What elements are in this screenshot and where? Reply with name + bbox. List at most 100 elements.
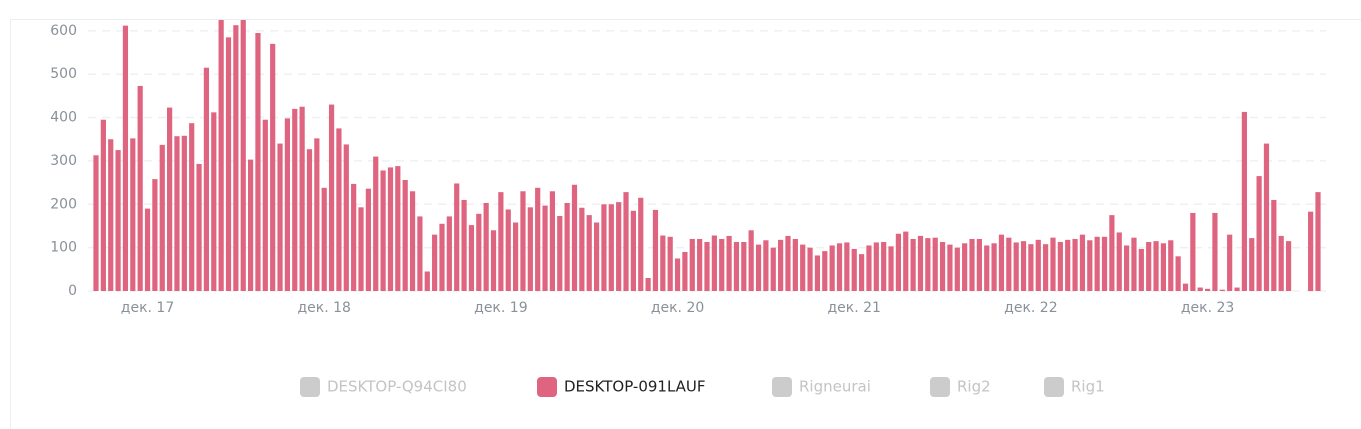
bar: [108, 139, 114, 291]
bar: [1190, 212, 1196, 291]
bar: [954, 247, 960, 291]
bar: [1160, 243, 1167, 291]
legend: DESKTOP-Q94CI80 DESKTOP-091LAUF Rigneurai R…: [300, 377, 1105, 397]
bar: [181, 135, 187, 291]
bar: [844, 242, 850, 291]
bar: [1020, 241, 1027, 291]
bar: [667, 236, 673, 291]
bar: [557, 215, 563, 291]
bar: [917, 235, 924, 291]
legend-swatch[interactable]: [537, 377, 557, 397]
bar: [1094, 236, 1100, 291]
legend-label[interactable]: Rig2: [957, 378, 991, 396]
bar: [778, 239, 784, 291]
bar: [947, 244, 953, 291]
bar: [866, 245, 872, 291]
bar: [284, 118, 290, 291]
bar: [351, 183, 357, 291]
legend-swatch[interactable]: [772, 377, 792, 397]
bar: [1116, 232, 1122, 291]
bar: [328, 104, 335, 291]
bar: [903, 231, 909, 291]
bar: [733, 242, 740, 291]
bar: [417, 216, 423, 291]
bar: [682, 251, 688, 291]
y-tick-label: 600: [50, 23, 77, 39]
bar: [1146, 242, 1152, 291]
bar: [969, 238, 975, 291]
bar: [218, 20, 224, 291]
bar: [1028, 244, 1034, 291]
bar: [424, 271, 430, 291]
bar: [225, 37, 232, 292]
bar: [262, 119, 268, 291]
legend-label[interactable]: Rigneurai: [799, 378, 871, 396]
bar: [1308, 211, 1314, 291]
bar: [1101, 236, 1108, 291]
legend-label[interactable]: Rig1: [1071, 378, 1105, 396]
bar: [829, 245, 835, 291]
legend-label[interactable]: DESKTOP-Q94CI80: [327, 378, 467, 396]
bar: [822, 251, 828, 291]
bar: [1175, 256, 1181, 291]
legend-swatch[interactable]: [300, 377, 320, 397]
bar: [623, 192, 629, 291]
bar: [571, 184, 578, 291]
y-tick-label: 0: [68, 283, 77, 299]
bar: [255, 33, 261, 292]
bar: [321, 187, 327, 291]
bar: [616, 202, 622, 291]
bar: [365, 188, 371, 291]
bar: [630, 210, 636, 291]
x-tick-label: дек. 21: [827, 300, 880, 316]
legend-swatch[interactable]: [1044, 377, 1064, 397]
bar: [306, 149, 313, 291]
y-tick-label: 100: [50, 240, 77, 256]
bar: [1131, 237, 1137, 291]
bar: [1256, 176, 1262, 291]
bar: [1204, 288, 1211, 291]
bar: [505, 209, 511, 291]
bar: [984, 245, 990, 291]
bar: [991, 243, 997, 291]
bar: [645, 277, 651, 291]
bar: [1263, 143, 1270, 291]
bar: [1013, 242, 1019, 291]
bar: [939, 242, 946, 291]
bar: [1035, 239, 1041, 291]
bar: [461, 199, 467, 291]
bar: [314, 138, 320, 291]
bar: [1006, 237, 1012, 291]
legend-label[interactable]: DESKTOP-091LAUF: [564, 378, 706, 396]
bar: [652, 209, 659, 291]
bar: [454, 183, 460, 291]
bar: [1079, 234, 1086, 291]
bar: [1072, 238, 1078, 291]
bar: [380, 170, 386, 291]
legend-swatch[interactable]: [930, 377, 950, 397]
bar: [1124, 245, 1130, 291]
bar: [152, 179, 158, 291]
bar: [1065, 239, 1071, 291]
bar: [719, 238, 725, 291]
bar: [174, 136, 180, 291]
bar: [498, 192, 504, 291]
bar: [932, 237, 938, 291]
bar: [748, 230, 754, 291]
bar: [601, 204, 607, 291]
bar: [689, 238, 695, 291]
bar: [586, 215, 592, 291]
bar: [137, 85, 143, 292]
bar: [358, 207, 364, 291]
bar: [1087, 240, 1093, 291]
bar: [976, 238, 982, 291]
bar: [373, 156, 379, 291]
bar: [1197, 287, 1203, 291]
bar: [800, 244, 806, 291]
bar: [726, 235, 732, 291]
bar: [292, 108, 298, 291]
bar: [792, 238, 798, 291]
bar: [785, 235, 791, 291]
bar: [446, 216, 452, 291]
bar: [1219, 289, 1225, 291]
